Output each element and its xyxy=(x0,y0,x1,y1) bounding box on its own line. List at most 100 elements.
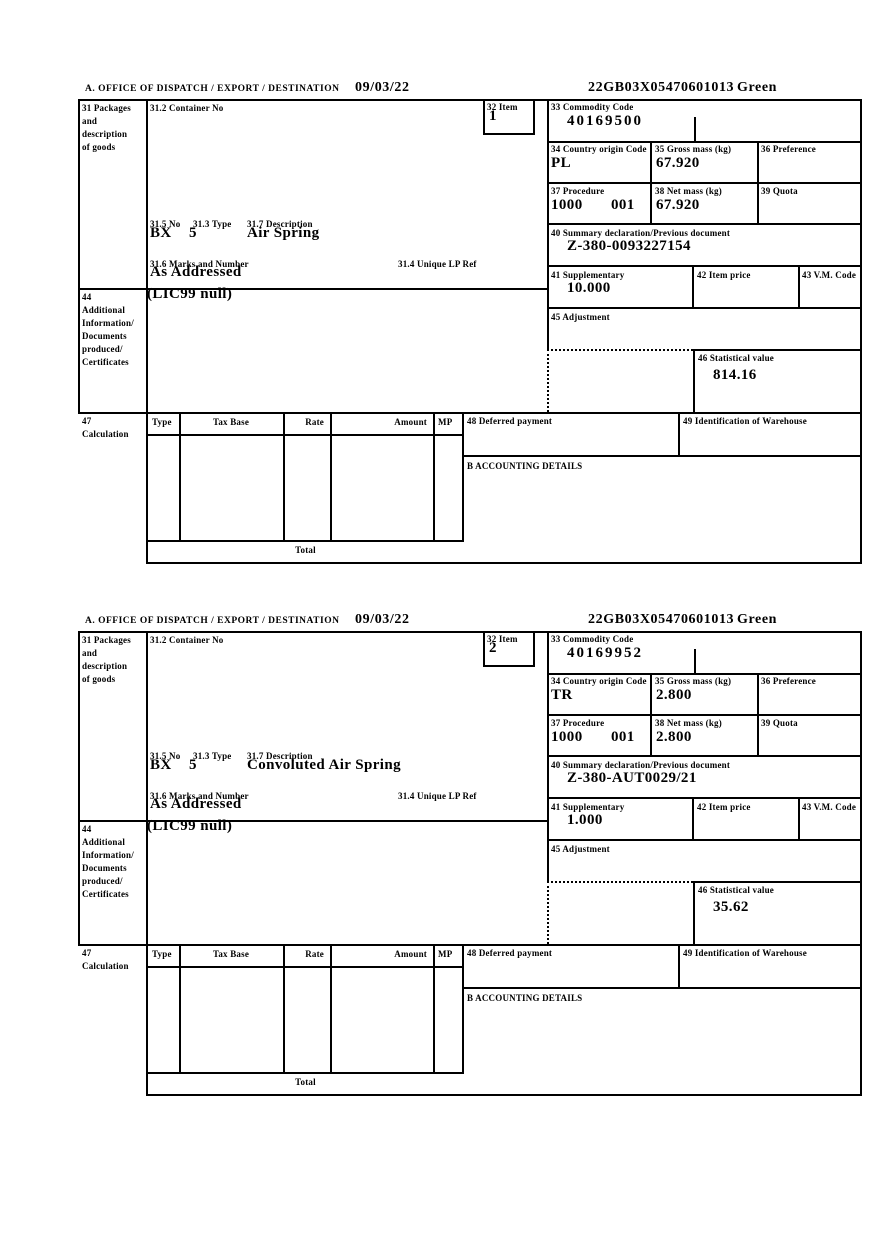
warehouse-id-label: 49 Identification of Warehouse xyxy=(683,948,807,958)
country-origin-value: PL xyxy=(551,155,571,171)
grid-line xyxy=(78,412,862,414)
routing-status: Green xyxy=(737,612,778,627)
preference-label: 36 Preference xyxy=(761,676,816,686)
commodity-separator-tick xyxy=(694,117,696,141)
unique-lp-ref-label: 31.4 Unique LP Ref xyxy=(398,259,477,269)
additional-information-value: (LIC99 null) xyxy=(147,286,233,302)
grid-line xyxy=(547,265,862,267)
declaration-reference: 22GB03X05470601013 xyxy=(588,612,735,627)
previous-document-label: 40 Summary declaration/Previous document xyxy=(551,228,731,238)
grid-line xyxy=(757,673,759,755)
grid-line xyxy=(860,99,862,562)
item-price-label: 42 Item price xyxy=(697,802,751,812)
net-mass-value: 67.920 xyxy=(656,197,700,213)
grid-line xyxy=(146,1094,862,1096)
unique-lp-ref-label: 31.4 Unique LP Ref xyxy=(398,791,477,801)
grid-line xyxy=(547,673,862,675)
calc-col-rate: Rate xyxy=(305,417,324,427)
statistical-value: 814.16 xyxy=(713,367,757,383)
grid-line xyxy=(146,631,148,1094)
grid-line xyxy=(483,133,535,135)
package-type-value: 5 xyxy=(189,225,197,241)
calc-col-mp: MP xyxy=(438,417,453,427)
grid-line xyxy=(462,944,464,1072)
vm-code-label: 43 V.M. Code xyxy=(802,802,857,812)
calc-col-amount: Amount xyxy=(394,417,427,427)
supplementary-label: 41 Supplementary xyxy=(551,270,625,280)
package-no-value: BX xyxy=(150,757,172,773)
item-box-label: 32 Item xyxy=(487,634,518,644)
declaration-item-block: A. OFFICE OF DISPATCH / EXPORT / DESTINA… xyxy=(0,80,882,612)
package-type-value: 5 xyxy=(189,757,197,773)
previous-document-label: 40 Summary declaration/Previous document xyxy=(551,760,731,770)
grid-line xyxy=(179,412,181,540)
package-type-label: 31.3 Type xyxy=(193,751,232,761)
grid-line xyxy=(692,265,694,307)
country-origin-value: TR xyxy=(551,687,573,703)
previous-document-value: Z-380-AUT0029/21 xyxy=(567,770,697,786)
procedure-extra-value: 001 xyxy=(611,729,635,745)
gross-mass-value: 2.800 xyxy=(656,687,692,703)
grid-line xyxy=(330,412,332,540)
grid-line xyxy=(483,665,535,667)
commodity-code-label: 33 Commodity Code xyxy=(551,102,634,112)
supplementary-value: 1.000 xyxy=(567,812,603,828)
calc-col-amount: Amount xyxy=(394,949,427,959)
procedure-label: 37 Procedure xyxy=(551,186,605,196)
package-no-label: 31.5 No xyxy=(150,751,181,761)
calc-col-type: Type xyxy=(152,949,172,959)
commodity-code-label: 33 Commodity Code xyxy=(551,634,634,644)
grid-line xyxy=(692,797,694,839)
dotted-grid-line xyxy=(547,881,693,883)
adjustment-label: 45 Adjustment xyxy=(551,312,610,322)
accounting-details-label: B ACCOUNTING DETAILS xyxy=(467,461,583,471)
procedure-value: 1000 xyxy=(551,729,583,745)
grid-line xyxy=(283,412,285,540)
dotted-grid-line xyxy=(547,349,693,351)
gross-mass-label: 35 Gross mass (kg) xyxy=(655,676,732,686)
grid-line xyxy=(547,307,862,309)
marks-number-label: 31.6 Marks and Number xyxy=(150,259,249,269)
grid-line xyxy=(860,631,862,1094)
grid-line xyxy=(78,288,549,290)
description-label: 31.7 Description xyxy=(247,219,313,229)
net-mass-value: 2.800 xyxy=(656,729,692,745)
item-number-value: 1 xyxy=(489,108,497,124)
grid-line xyxy=(547,839,862,841)
grid-line xyxy=(147,966,464,968)
grid-line xyxy=(146,540,464,542)
packages-description-label: 31 Packages and description of goods xyxy=(82,103,131,152)
container-no-label: 31.2 Container No xyxy=(150,635,224,645)
previous-document-value: Z-380-0093227154 xyxy=(567,238,691,254)
grid-line xyxy=(78,631,80,944)
grid-line xyxy=(147,434,464,436)
additional-info-box-label: 44 Additional Information/ Documents pro… xyxy=(82,824,134,899)
grid-line xyxy=(547,631,549,881)
office-of-dispatch-label: A. OFFICE OF DISPATCH / EXPORT / DESTINA… xyxy=(85,616,340,626)
grid-line xyxy=(146,99,148,562)
grid-line xyxy=(693,881,695,944)
grid-line xyxy=(483,631,485,665)
package-no-value: BX xyxy=(150,225,172,241)
grid-line xyxy=(547,755,862,757)
statistical-value-label: 46 Statistical value xyxy=(698,885,774,895)
grid-line xyxy=(78,99,80,412)
grid-line xyxy=(678,412,680,455)
calc-col-rate: Rate xyxy=(305,949,324,959)
grid-line xyxy=(798,797,800,839)
calc-col-tax-base: Tax Base xyxy=(212,417,250,427)
calc-col-type: Type xyxy=(152,417,172,427)
grid-line xyxy=(547,141,862,143)
grid-line xyxy=(462,455,862,457)
calculation-label: 47 Calculation xyxy=(82,416,129,439)
additional-info-box-label: 44 Additional Information/ Documents pro… xyxy=(82,292,134,367)
grid-line xyxy=(547,714,862,716)
grid-line xyxy=(798,265,800,307)
commodity-code-value: 40169952 xyxy=(567,645,643,661)
country-origin-label: 34 Country origin Code xyxy=(551,144,647,154)
declaration-reference: 22GB03X05470601013 xyxy=(588,80,735,95)
procedure-label: 37 Procedure xyxy=(551,718,605,728)
additional-information-value: (LIC99 null) xyxy=(147,818,233,834)
calculation-label: 47 Calculation xyxy=(82,948,129,971)
